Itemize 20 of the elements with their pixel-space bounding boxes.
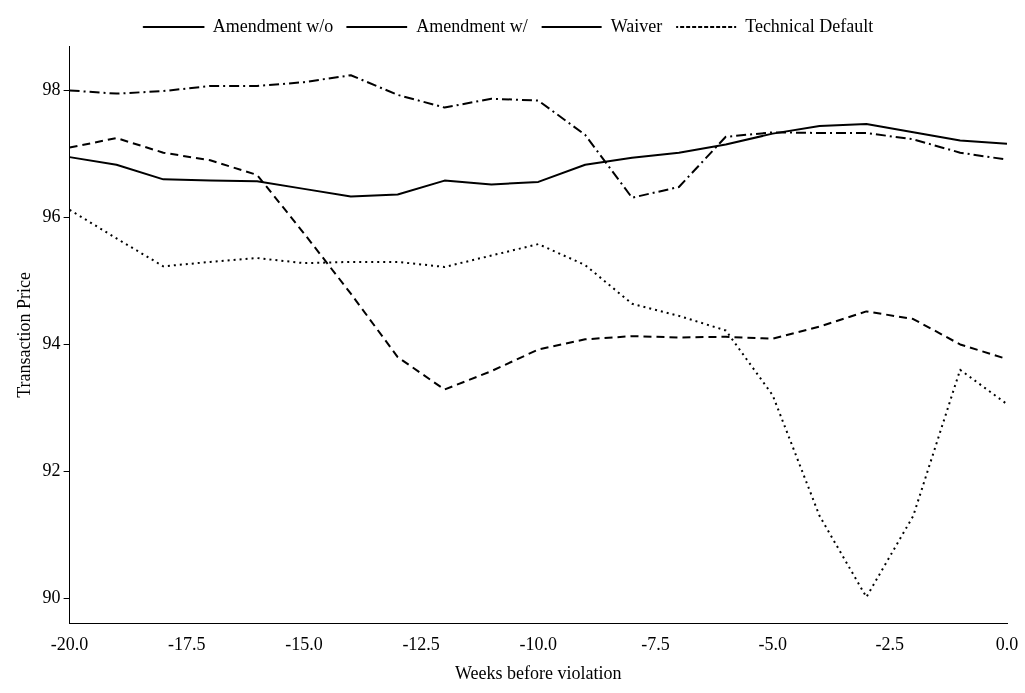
legend-label: Technical Default: [745, 15, 874, 36]
y-tick-label: 94: [42, 333, 61, 354]
y-tick-label: 90: [42, 587, 61, 608]
x-axis-title: Weeks before violation: [455, 662, 622, 683]
y-tick-label: 98: [42, 79, 61, 100]
y-tick-label: 92: [42, 460, 61, 481]
y-axis-title: Transaction Price: [13, 271, 34, 398]
x-tick-label: -10.0: [519, 634, 558, 655]
x-tick-label: -7.5: [641, 634, 670, 655]
x-tick-label: -17.5: [168, 634, 206, 655]
y-tick-label: 96: [42, 206, 61, 227]
x-tick-label: 0.0: [995, 634, 1019, 655]
x-tick-label: -2.5: [875, 634, 905, 655]
x-tick-label: -5.0: [758, 634, 787, 655]
legend-label: Amendment w/o: [212, 15, 334, 36]
x-tick-label: -15.0: [285, 634, 323, 655]
x-tick-label: -12.5: [402, 634, 440, 655]
legend-label: Waiver: [610, 15, 663, 36]
legend-label: Amendment w/: [416, 15, 528, 36]
x-tick-label: -20.0: [50, 634, 89, 655]
